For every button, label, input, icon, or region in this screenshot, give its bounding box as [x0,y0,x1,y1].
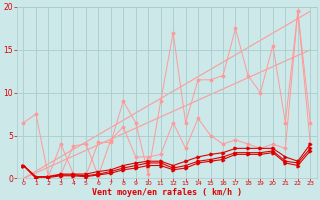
X-axis label: Vent moyen/en rafales ( km/h ): Vent moyen/en rafales ( km/h ) [92,188,242,197]
